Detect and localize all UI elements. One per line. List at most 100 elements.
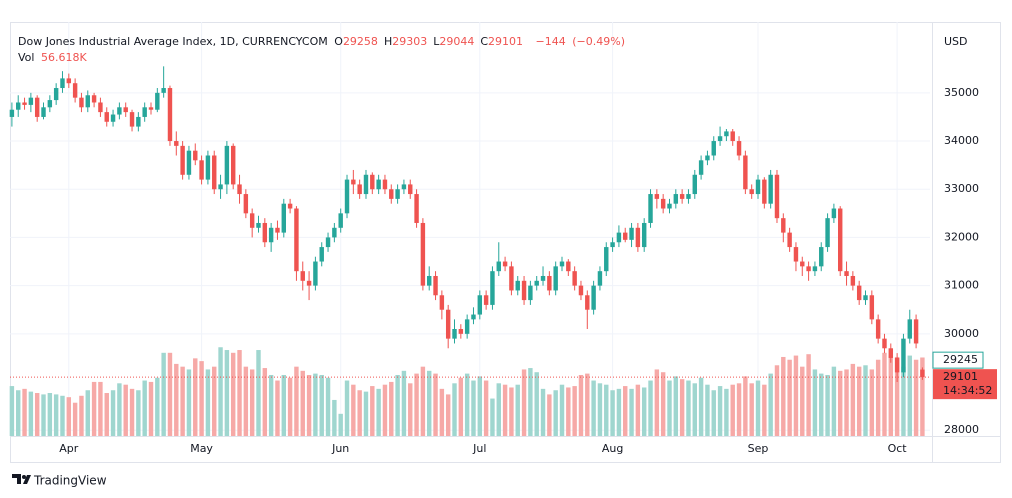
candle-body bbox=[509, 266, 514, 291]
volume-bar bbox=[420, 366, 426, 436]
candle-body bbox=[540, 275, 546, 281]
volume-bar bbox=[117, 383, 122, 436]
volume-bar bbox=[205, 369, 211, 436]
candle-body bbox=[686, 194, 691, 199]
candle-body bbox=[743, 155, 748, 190]
brand: TradingView bbox=[33, 474, 107, 488]
candle-body bbox=[762, 179, 767, 204]
volume-bar bbox=[509, 387, 514, 436]
candle-body bbox=[673, 194, 679, 204]
volume-bar bbox=[572, 386, 577, 436]
volume-bar bbox=[262, 368, 268, 436]
candle-body bbox=[920, 369, 925, 378]
candle-body bbox=[338, 213, 343, 228]
volume-bar bbox=[98, 381, 103, 436]
ohlc-label: H bbox=[383, 35, 393, 48]
candle-body bbox=[812, 266, 818, 272]
volume-bar bbox=[66, 397, 72, 436]
volume-bar bbox=[856, 366, 862, 436]
ohlc-value: 29101 bbox=[488, 35, 524, 48]
volume-bar bbox=[294, 366, 299, 436]
volume-bar bbox=[60, 395, 65, 436]
volume-bar bbox=[34, 393, 40, 436]
candle-body bbox=[502, 261, 508, 267]
candle-body bbox=[490, 271, 495, 305]
volume-bar bbox=[237, 350, 242, 436]
ohlc-label: O bbox=[334, 35, 343, 48]
candle-body bbox=[806, 266, 811, 272]
candle-body bbox=[129, 112, 135, 127]
candle-body bbox=[711, 141, 716, 156]
volume-bar bbox=[452, 383, 457, 436]
volume-bar bbox=[749, 383, 754, 436]
candle-body bbox=[155, 92, 160, 110]
volume-bar bbox=[496, 383, 501, 436]
candle-body bbox=[901, 338, 906, 373]
candle-body bbox=[401, 184, 407, 190]
volume-bar bbox=[439, 388, 445, 436]
legend: Dow Jones Industrial Average Index, 1D, … bbox=[18, 34, 628, 66]
candle-body bbox=[193, 150, 198, 161]
candle-body bbox=[825, 218, 830, 248]
candle-body bbox=[553, 266, 558, 291]
volume-bar bbox=[762, 384, 767, 436]
volume-bar bbox=[338, 413, 343, 436]
y-tick-label: 28000 bbox=[944, 423, 979, 436]
candle-body bbox=[863, 295, 868, 301]
change-pct: (−0.49%) bbox=[572, 35, 626, 48]
candle-body bbox=[534, 280, 539, 286]
volume-bar bbox=[673, 376, 679, 436]
candle-body bbox=[610, 242, 615, 248]
volume-bar bbox=[559, 384, 565, 436]
volume-bar bbox=[268, 374, 274, 436]
volume-bar bbox=[920, 357, 925, 436]
candle-body bbox=[395, 189, 400, 199]
volume-bar bbox=[79, 395, 84, 436]
candle-body bbox=[597, 271, 603, 286]
volume-bar bbox=[376, 388, 381, 436]
candle-body bbox=[604, 247, 609, 272]
candle-body bbox=[389, 189, 394, 199]
price-label: 29101 bbox=[943, 370, 978, 383]
x-tick-label: Sep bbox=[748, 442, 769, 455]
candle-body bbox=[635, 227, 641, 248]
volume-bar bbox=[629, 388, 634, 436]
volume-bar bbox=[585, 373, 590, 436]
volume-bar bbox=[41, 394, 46, 436]
volume-bar bbox=[882, 352, 887, 436]
volume-bar bbox=[129, 388, 135, 436]
candle-body bbox=[882, 338, 887, 349]
volume-bar bbox=[686, 380, 691, 436]
volume-bar bbox=[104, 393, 109, 436]
candle-body bbox=[34, 97, 40, 117]
volume-bar bbox=[180, 366, 185, 436]
volume-bar bbox=[755, 380, 761, 436]
x-tick-label: Aug bbox=[602, 442, 623, 455]
volume-bar bbox=[445, 394, 451, 436]
volume-bar bbox=[800, 366, 805, 436]
candle-body bbox=[79, 97, 84, 108]
candle-body bbox=[838, 208, 843, 272]
candle-body bbox=[831, 208, 837, 219]
volume-bar bbox=[136, 390, 141, 436]
candle-body bbox=[72, 83, 78, 98]
candle-body bbox=[110, 114, 116, 122]
candle-body bbox=[458, 329, 464, 334]
candle-body bbox=[774, 174, 780, 219]
volume-bar bbox=[281, 374, 286, 436]
volume-bar bbox=[894, 356, 900, 436]
price-label: 29245 bbox=[943, 353, 978, 366]
candle-body bbox=[679, 194, 685, 199]
candle-body bbox=[275, 227, 280, 233]
volume-bar bbox=[275, 380, 280, 436]
volume-bar bbox=[199, 361, 204, 436]
volume-bar bbox=[408, 383, 413, 436]
candle-body bbox=[300, 271, 305, 281]
volume-bar bbox=[736, 383, 742, 436]
volume-bar bbox=[610, 390, 615, 436]
volume-bar bbox=[477, 376, 483, 436]
candle-body bbox=[47, 100, 53, 108]
candle-body bbox=[174, 141, 179, 146]
volume-bar bbox=[490, 398, 495, 436]
